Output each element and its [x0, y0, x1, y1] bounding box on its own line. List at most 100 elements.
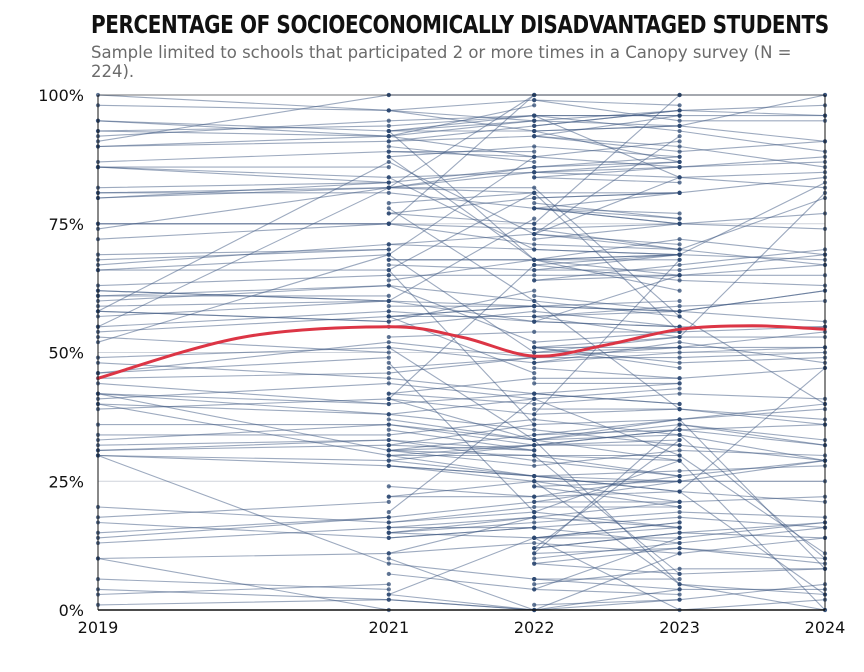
school-point: [532, 221, 537, 226]
school-point: [677, 597, 682, 602]
school-point: [677, 525, 682, 530]
school-line: [97, 274, 389, 287]
school-point: [532, 128, 537, 134]
school-point: [677, 134, 682, 139]
school-point: [386, 437, 391, 443]
trend-line: [96, 324, 827, 380]
school-line: [97, 336, 389, 354]
school-point: [532, 278, 537, 283]
school-point: [677, 350, 682, 355]
school-point: [532, 587, 537, 592]
school-point: [386, 334, 391, 340]
school-line: [97, 599, 680, 611]
school-point: [677, 242, 682, 247]
school-point: [386, 139, 391, 144]
x-tick-label: 2021: [368, 618, 409, 637]
school-line: [388, 537, 826, 554]
school-point: [386, 154, 391, 159]
school-point: [386, 525, 391, 530]
school-point: [677, 582, 682, 587]
school-point: [386, 257, 391, 262]
school-point: [386, 453, 391, 458]
school-line: [388, 300, 826, 318]
school-point: [677, 113, 682, 118]
school-point: [532, 546, 537, 551]
school-line: [388, 449, 826, 467]
school-point: [386, 185, 391, 190]
school-point: [677, 448, 682, 453]
school-point: [532, 365, 537, 371]
school-point: [386, 412, 391, 417]
school-point: [386, 128, 391, 134]
school-point: [386, 262, 391, 268]
school-line: [534, 202, 680, 220]
school-point: [386, 123, 391, 128]
school-line: [388, 465, 826, 611]
school-line: [388, 429, 535, 451]
school-line: [388, 516, 535, 529]
school-point: [532, 463, 537, 468]
school-line: [97, 120, 826, 168]
school-line: [534, 115, 680, 137]
school-point: [532, 262, 537, 268]
school-line: [388, 367, 826, 493]
school-point: [532, 309, 537, 314]
school-point: [532, 206, 537, 211]
school-point: [677, 314, 682, 319]
school-point: [677, 391, 682, 396]
school-point: [386, 551, 391, 556]
school-point: [386, 396, 391, 401]
school-point: [677, 571, 682, 577]
school-line: [97, 254, 389, 343]
school-line: [97, 357, 389, 374]
school-line: [388, 511, 826, 534]
school-point: [532, 407, 537, 412]
school-point: [386, 247, 391, 252]
school-point: [532, 144, 537, 149]
school-point: [532, 582, 537, 587]
school-point: [386, 582, 391, 587]
x-tick-label: 2022: [514, 618, 555, 637]
school-line: [97, 166, 389, 184]
school-point: [532, 520, 537, 525]
school-point: [677, 257, 682, 262]
school-point: [386, 371, 391, 376]
school-point: [532, 237, 537, 242]
school-point: [677, 211, 682, 216]
school-point: [677, 221, 682, 226]
school-point: [386, 108, 391, 113]
school-line: [97, 233, 680, 266]
school-point: [677, 535, 682, 541]
school-line: [388, 192, 535, 204]
school-point: [677, 355, 682, 360]
chart-title: PERCENTAGE OF SOCIOECONOMICALLY DISADVAN…: [91, 10, 829, 39]
school-point: [532, 195, 537, 201]
school-point: [532, 396, 537, 401]
school-point: [677, 504, 682, 510]
school-point: [532, 561, 537, 566]
school-point: [532, 432, 537, 437]
school-line: [97, 382, 680, 405]
school-point: [532, 226, 537, 231]
school-point: [386, 340, 391, 345]
school-line: [97, 300, 389, 318]
school-point: [386, 561, 391, 566]
school-point: [532, 515, 537, 520]
school-point: [386, 530, 391, 535]
school-point: [386, 314, 391, 319]
school-line: [97, 115, 680, 137]
school-point: [386, 134, 391, 139]
school-point: [532, 304, 537, 309]
school-point: [532, 314, 537, 319]
school-point: [532, 577, 537, 582]
y-tick-label: 100%: [38, 86, 84, 105]
school-line: [534, 192, 680, 199]
school-point: [532, 360, 537, 365]
school-point: [386, 180, 391, 185]
school-point: [677, 334, 682, 340]
school-line: [97, 130, 389, 137]
school-point: [532, 540, 537, 546]
school-line: [97, 557, 389, 611]
school-point: [677, 247, 682, 252]
school-point: [532, 556, 537, 561]
